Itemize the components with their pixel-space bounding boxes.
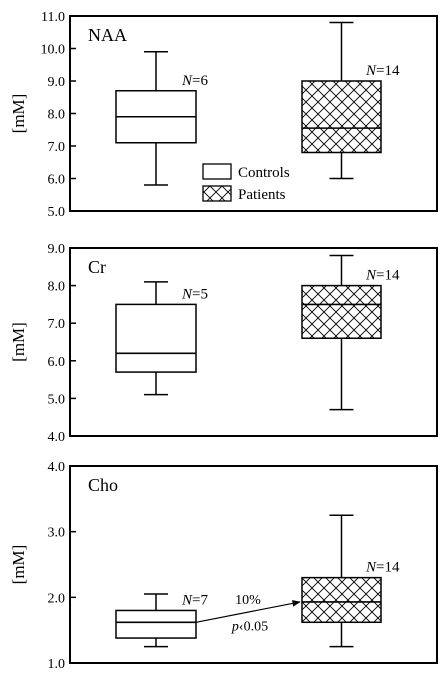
- y-tick-label: 8.0: [48, 108, 66, 123]
- box-iqr: [301, 80, 382, 154]
- y-tick-label: 9.0: [48, 242, 66, 257]
- panel-title: Cho: [88, 475, 118, 495]
- chart-panel-cho: 1.0 2.0 3.0 4.0 [mM] Cho N=7 N=14 10% p‹0.05: [9, 460, 438, 672]
- box-iqr: [115, 303, 197, 373]
- n-label: N=7: [181, 592, 208, 608]
- box-iqr: [301, 284, 382, 339]
- y-tick-label: 9.0: [48, 75, 66, 90]
- box-controls: N=5: [115, 281, 208, 396]
- plot-frame: [69, 465, 438, 664]
- box-patients: N=14: [301, 21, 400, 180]
- legend-label: Controls: [238, 165, 290, 181]
- y-tick-label: 2.0: [48, 591, 66, 606]
- n-label: N=14: [365, 560, 400, 576]
- n-label: N=6: [181, 73, 208, 89]
- significance-arrow: [195, 600, 301, 623]
- chart-panel-naa: 5.0 6.0 7.0 8.0 9.0 10.0 11.0 [mM] NAA N=6 N=14 Con…: [9, 10, 438, 220]
- chart-panel-cr: 4.0 5.0 6.0 7.0 8.0 9.0 [mM] Cr N=5 N=14: [9, 242, 438, 445]
- box-iqr: [301, 576, 382, 624]
- legend-label: Patients: [238, 187, 286, 203]
- n-label: N=14: [365, 268, 400, 284]
- y-tick-label: 7.0: [48, 140, 66, 155]
- legend-swatch: [202, 185, 232, 202]
- y-tick-label: 10.0: [41, 43, 66, 58]
- y-axis-label: [mM]: [9, 545, 28, 585]
- y-tick-label: 4.0: [48, 460, 66, 475]
- y-tick-label: 6.0: [48, 355, 66, 370]
- y-tick-label: 6.0: [48, 173, 66, 188]
- y-tick-label: 3.0: [48, 526, 66, 541]
- y-tick-label: 11.0: [41, 10, 65, 25]
- annotation-percent: 10%: [235, 593, 261, 608]
- panel-title: Cr: [88, 257, 106, 277]
- y-tick-label: 5.0: [48, 392, 66, 407]
- y-tick-label: 4.0: [48, 430, 66, 445]
- n-label: N=5: [181, 286, 208, 302]
- box-patients: N=14: [301, 514, 400, 648]
- box-controls: N=6: [115, 51, 208, 186]
- y-tick-label: 8.0: [48, 280, 66, 295]
- box-iqr: [115, 609, 197, 639]
- y-tick-label: 1.0: [48, 657, 66, 672]
- y-tick-label: 5.0: [48, 205, 66, 220]
- y-axis-label: [mM]: [9, 322, 28, 362]
- legend-swatch: [202, 163, 232, 180]
- legend: Controls Patients: [202, 163, 290, 203]
- n-label: N=14: [365, 63, 400, 79]
- annotation-pvalue: p‹0.05: [231, 619, 268, 634]
- y-axis-label: [mM]: [9, 94, 28, 134]
- box-controls: N=7: [115, 592, 208, 648]
- box-patients: N=14: [301, 254, 400, 411]
- y-tick-label: 7.0: [48, 317, 66, 332]
- panel-title: NAA: [88, 25, 127, 45]
- significance-annotation: 10% p‹0.05: [195, 593, 301, 634]
- plot-frame: [69, 247, 438, 437]
